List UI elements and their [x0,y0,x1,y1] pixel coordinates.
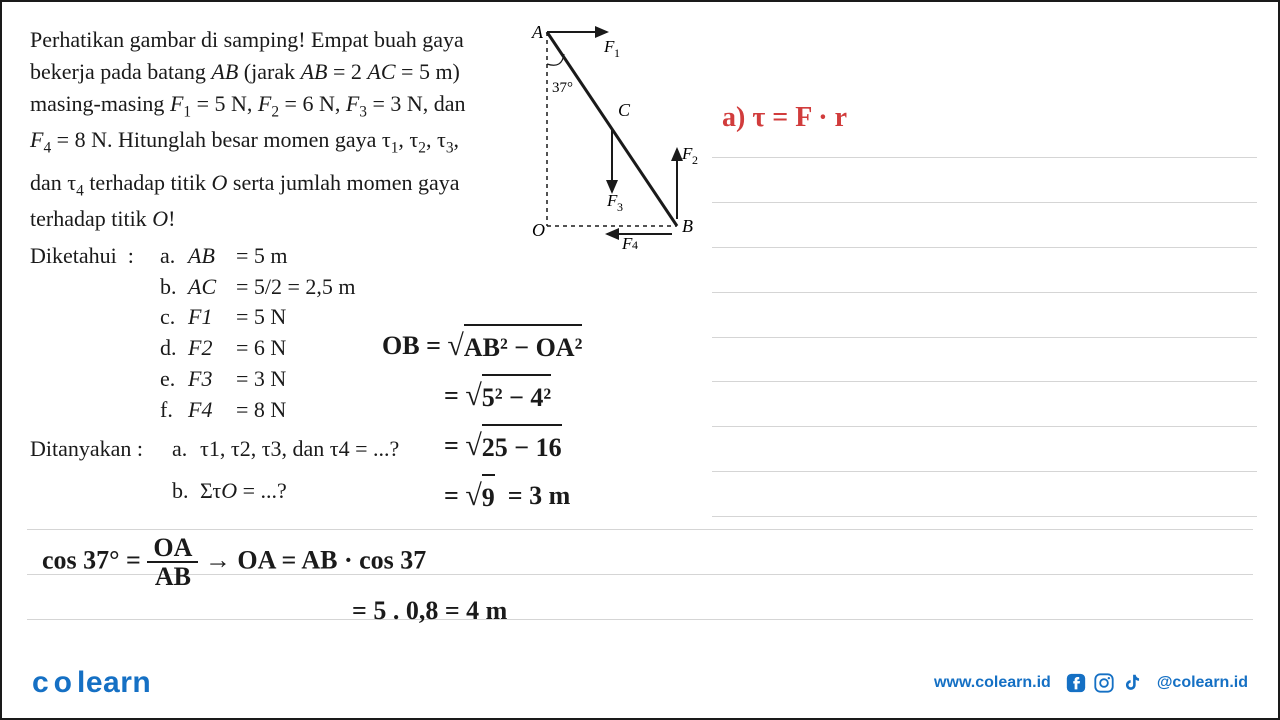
problem-line-5: dan τ4 terhadap titik O serta jumlah mom… [30,167,520,203]
social-icons [1065,672,1143,694]
facebook-icon [1065,672,1087,694]
footer-handle: @colearn.id [1157,674,1248,692]
problem-line-6: terhadap titik O! [30,203,520,235]
label-F1s: 1 [614,46,620,60]
label-A: A [531,24,544,42]
force-diagram: A B C O 37° F 1 F 2 F 3 F 4 [512,24,702,249]
footer-url: www.colearn.id [934,674,1051,692]
tiktok-icon [1121,672,1143,694]
label-F4s: 4 [632,238,638,249]
problem-line-1: Perhatikan gambar di samping! Empat buah… [30,24,520,56]
instagram-icon [1093,672,1115,694]
problem-line-2: bekerja pada batang AB (jarak AB = 2 AC … [30,56,520,88]
label-F3s: 3 [617,200,623,214]
footer: colearn www.colearn.id @colearn.id [2,666,1278,700]
label-C: C [618,100,631,120]
given-block: Diketahui : a. AB = 5 m b.AC= 5/2 = 2,5 … [30,241,1250,426]
handwritten-formula-a: a) τ = F · r [722,102,847,134]
problem-line-4: F4 = 8 N. Hitunglah besar momen gaya τ1,… [30,124,520,160]
label-F2s: 2 [692,153,698,167]
brand-logo: colearn [32,666,151,700]
label-O: O [532,220,545,240]
asked-block: Ditanyakan : a. τ1, τ2, τ3, dan τ4 = ...… [30,432,1250,508]
label-B: B [682,216,693,236]
problem-line-3: masing-masing F1 = 5 N, F2 = 6 N, F3 = 3… [30,88,520,124]
handwritten-ob: OB = √AB² − OA² = √5² − 4² = √25 − 16 = … [382,322,582,522]
problem-statement: Perhatikan gambar di samping! Empat buah… [30,24,520,235]
label-angle: 37° [552,80,573,96]
handwritten-cos: cos 37° = OAAB → OA = AB · cos 37 = 5 . … [42,534,507,631]
